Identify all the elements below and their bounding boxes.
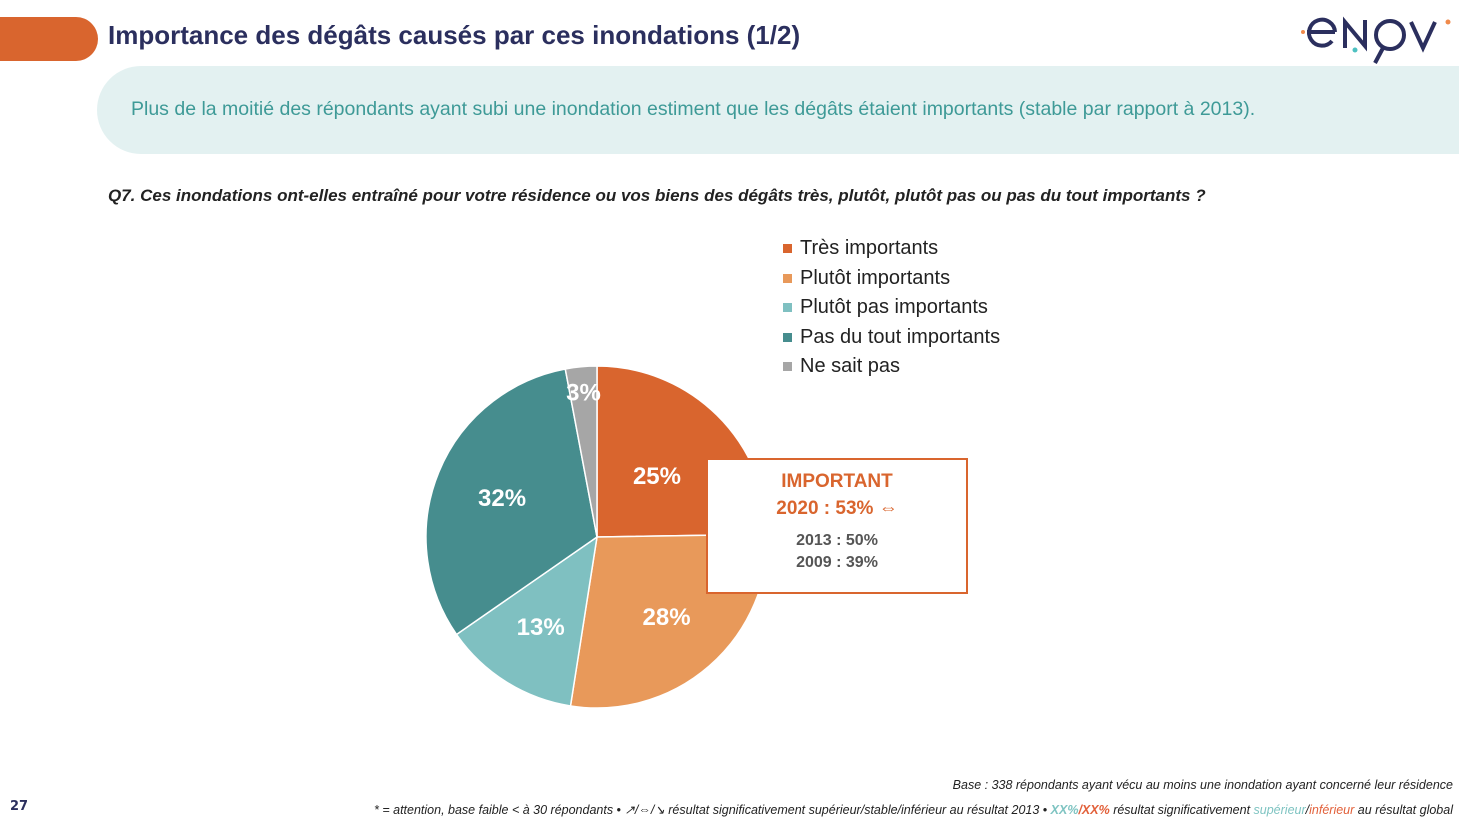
callout-title: IMPORTANT xyxy=(781,471,893,492)
legend-item: Ne sait pas xyxy=(783,352,1000,382)
title-accent-tab xyxy=(0,17,98,61)
survey-question: Q7. Ces inondations ont-elles entraîné p… xyxy=(108,186,1206,205)
pie-slice xyxy=(425,368,598,636)
legend-label: Très importants xyxy=(800,237,939,260)
legend-swatch xyxy=(783,362,792,372)
callout-2013: 2013 : 50% xyxy=(796,532,878,549)
legend-label: Ne sait pas xyxy=(800,355,901,378)
note-part: * = attention, base faible < à 30 répond… xyxy=(374,803,1051,817)
slice-label: 3% xyxy=(566,379,601,406)
slice-label: 28% xyxy=(643,604,691,631)
legend-label: Plutôt pas importants xyxy=(800,296,988,319)
legend-label: Plutôt importants xyxy=(800,266,951,289)
inf-word: inférieur xyxy=(1309,803,1355,817)
sup-word: supérieur xyxy=(1253,803,1306,817)
legend-swatch xyxy=(783,273,792,283)
key-finding-text: Plus de la moitié des répondants ayant s… xyxy=(131,98,1256,120)
key-finding-banner: Plus de la moitié des répondants ayant s… xyxy=(97,66,1459,154)
callout-2020: 2020 : 53% ⇔ xyxy=(776,498,898,519)
pie-slice xyxy=(564,365,598,538)
legend-item: Très importants xyxy=(783,234,1000,264)
slice-label: 32% xyxy=(478,485,526,512)
note-part: au résultat global xyxy=(1354,803,1453,817)
legend-swatch xyxy=(783,244,792,254)
slash: / xyxy=(1078,803,1082,817)
legend-item: Pas du tout importants xyxy=(783,323,1000,353)
legend-swatch xyxy=(783,303,792,313)
slash: / xyxy=(1305,803,1310,817)
legend-swatch xyxy=(783,332,792,342)
important-callout: IMPORTANT 2020 : 53% ⇔ 2013 : 50% 2009 :… xyxy=(706,458,968,594)
callout-2009: 2009 : 39% xyxy=(796,554,878,571)
legend-item: Plutôt pas importants xyxy=(783,293,1000,323)
xx-inf: XX% xyxy=(1081,803,1110,817)
chart-legend: Très importants Plutôt importants Plutôt p… xyxy=(783,234,1000,382)
slice-label: 25% xyxy=(633,463,681,490)
slice-label: 13% xyxy=(517,614,565,641)
legend-item: Plutôt importants xyxy=(783,264,1000,294)
page-title: Importance des dégâts causés par ces ino… xyxy=(108,20,801,50)
legend-label: Pas du tout importants xyxy=(800,325,1001,348)
base-note: Base : 338 répondants ayant vécu au moin… xyxy=(952,778,1453,792)
enov-logo xyxy=(1301,16,1451,64)
xx-sup: XX% xyxy=(1050,803,1079,817)
pie-slice xyxy=(455,535,599,707)
legend-note: * = attention, base faible < à 30 répond… xyxy=(374,802,1453,817)
page-number: 27 xyxy=(10,799,29,814)
note-part: résultat significativement xyxy=(1109,803,1254,817)
